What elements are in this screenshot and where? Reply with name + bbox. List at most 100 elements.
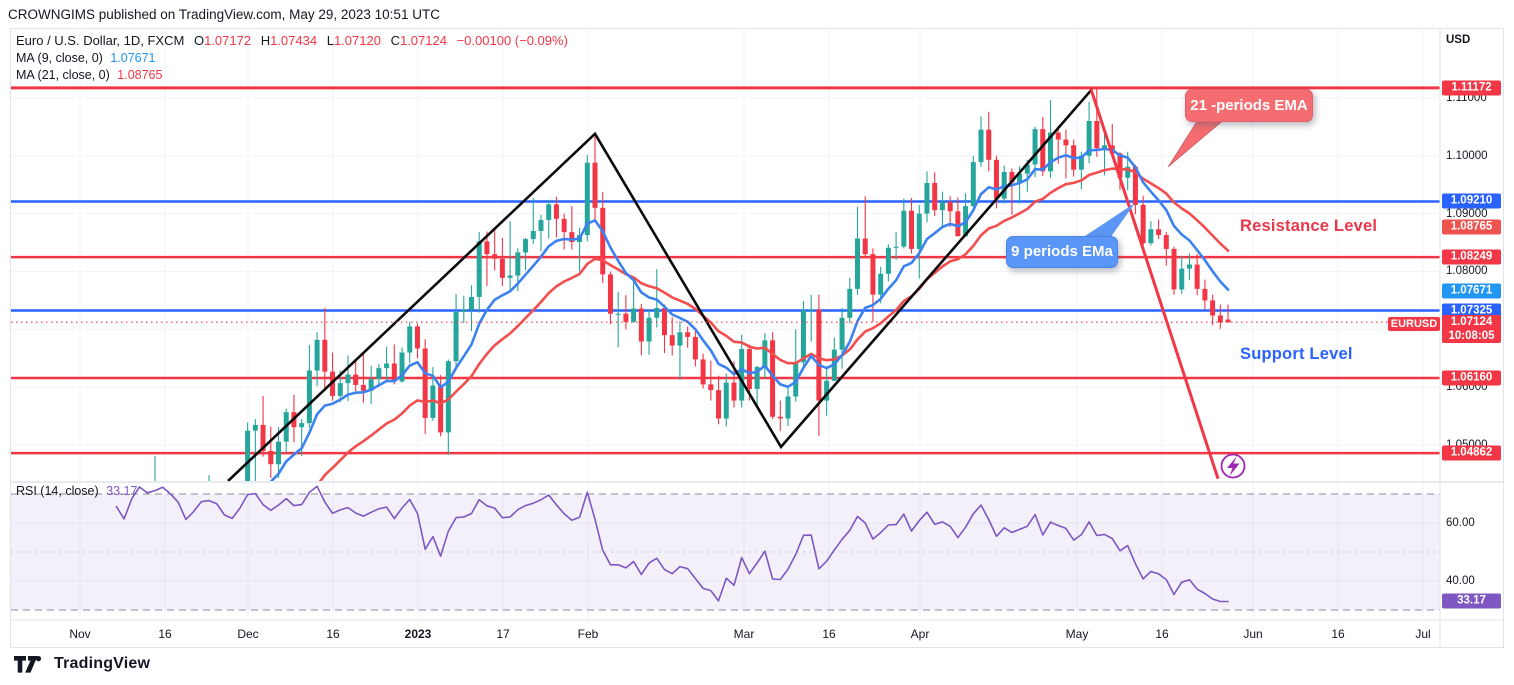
candle-body [662,307,667,336]
candle-body [746,349,752,389]
ma21-label: MA (21, close, 0) [16,68,110,82]
candle-body [1117,153,1123,178]
tradingview-logo-icon [14,655,42,673]
time-tick-Nov[interactable]: Nov [69,627,91,641]
candle-body [986,129,992,160]
time-tick-2023[interactable]: 2023 [404,627,432,641]
price-badge-1.07325: 1.07325 [1442,303,1501,319]
candle-body [360,384,366,391]
candle-body [245,430,251,481]
candle-body [422,348,428,418]
candle-body [438,385,444,433]
time-tick-Dec[interactable]: Dec [237,627,259,641]
trendline-steep-decline[interactable] [1089,88,1220,480]
candle-body [1017,173,1023,183]
price-badge-1.06160: 1.06160 [1442,370,1501,386]
ma9-value: 1.07671 [110,51,156,65]
candle-body [1125,166,1131,178]
ma9-legend[interactable]: MA (9, close, 0) 1.07671 [16,51,156,65]
candle-body [1094,121,1100,149]
time-tick-17[interactable]: 17 [496,627,510,641]
candle-body [939,202,945,211]
candle-body [1048,132,1053,172]
time-tick-Jun[interactable]: Jun [1243,627,1263,641]
candle-body [1186,264,1192,269]
candle-body [770,340,776,417]
resistance-level-label[interactable]: Resistance Level [1240,217,1378,235]
candle-series [154,88,1231,481]
candle-body [1179,268,1185,290]
current-price-badge: 1.07124 10:08:05 [1442,315,1501,344]
candle-body [708,384,714,391]
candle-body [924,182,930,214]
time-tick-16[interactable]: 16 [326,627,340,641]
candle-body [839,317,845,350]
time-tick-Feb[interactable]: Feb [577,627,599,641]
candle-body [399,352,405,382]
price-badge-1.08249: 1.08249 [1442,249,1501,265]
candle-body [1055,132,1061,140]
callout-21ema-tail [1167,117,1227,168]
time-tick-16[interactable]: 16 [822,627,836,641]
candle-body [947,202,953,212]
rsi-line [115,485,1229,603]
symbol-name: Euro / U.S. Dollar, 1D, FXCM [16,33,185,48]
ma21-value: 1.08765 [117,68,163,82]
change-readout: −0.00100 (−0.09%) [456,33,568,48]
candle-body [1217,315,1223,323]
candle-body [453,312,459,362]
time-tick-Apr[interactable]: Apr [910,627,930,641]
candle-body [1032,129,1038,165]
time-tick-Mar[interactable]: Mar [733,627,755,641]
axis-currency-label: USD [1446,34,1471,46]
candle-body [1024,164,1030,174]
candle-body [484,241,490,255]
rsi-legend[interactable]: RSI (14, close) 33.17 [16,484,137,498]
time-tick-Jul[interactable]: Jul [1415,627,1431,641]
candle-body [592,162,598,208]
time-tick-16[interactable]: 16 [158,627,172,641]
candle-body [469,296,474,310]
candle-body [800,310,806,363]
candle-body [901,210,907,247]
candle-body [445,361,451,433]
trendline-zigzag[interactable] [227,88,1093,482]
callout-9ema-tail [1082,203,1135,238]
ma21-legend[interactable]: MA (21, close, 0) 1.08765 [16,68,162,82]
time-tick-16[interactable]: 16 [1155,627,1169,641]
candle-body [700,359,706,385]
candle-body [916,213,922,249]
rsi-label-40.00: 40.00 [1446,574,1475,587]
candle-body [414,326,420,349]
candle-body [299,423,305,428]
candle-body [1140,204,1146,244]
candle-body [785,396,791,419]
candle-body [314,339,320,371]
candle-body [893,246,899,248]
candle-body [376,368,382,380]
candle-body [685,332,691,337]
callout-9-period-ema[interactable]: 9 periods EMa [1006,236,1118,268]
candle-body [600,207,606,275]
time-tick-May[interactable]: May [1065,627,1089,641]
candle-body [1163,235,1169,249]
candle-body [1040,129,1046,172]
candle-body [368,379,374,391]
callout-21-period-ema[interactable]: 21 -periods EMA [1185,89,1313,122]
footer-brand[interactable]: TradingView [14,655,150,673]
time-tick-16[interactable]: 16 [1331,627,1345,641]
ma9-line [269,147,1230,481]
chart-widget[interactable] [10,28,1504,648]
support-level-label[interactable]: Support Level [1240,345,1353,363]
candle-body [654,307,660,318]
candle-body [615,313,621,315]
candle-body [561,218,567,233]
candle-body [276,441,281,465]
price-label-1.08000: 1.08000 [1446,265,1488,278]
candle-body [862,238,868,255]
candle-body [507,275,513,278]
symbol-legend[interactable]: Euro / U.S. Dollar, 1D, FXCM O1.07172 H1… [16,33,568,48]
price-badge-1.11172: 1.11172 [1442,80,1501,96]
candle-body [631,308,637,322]
